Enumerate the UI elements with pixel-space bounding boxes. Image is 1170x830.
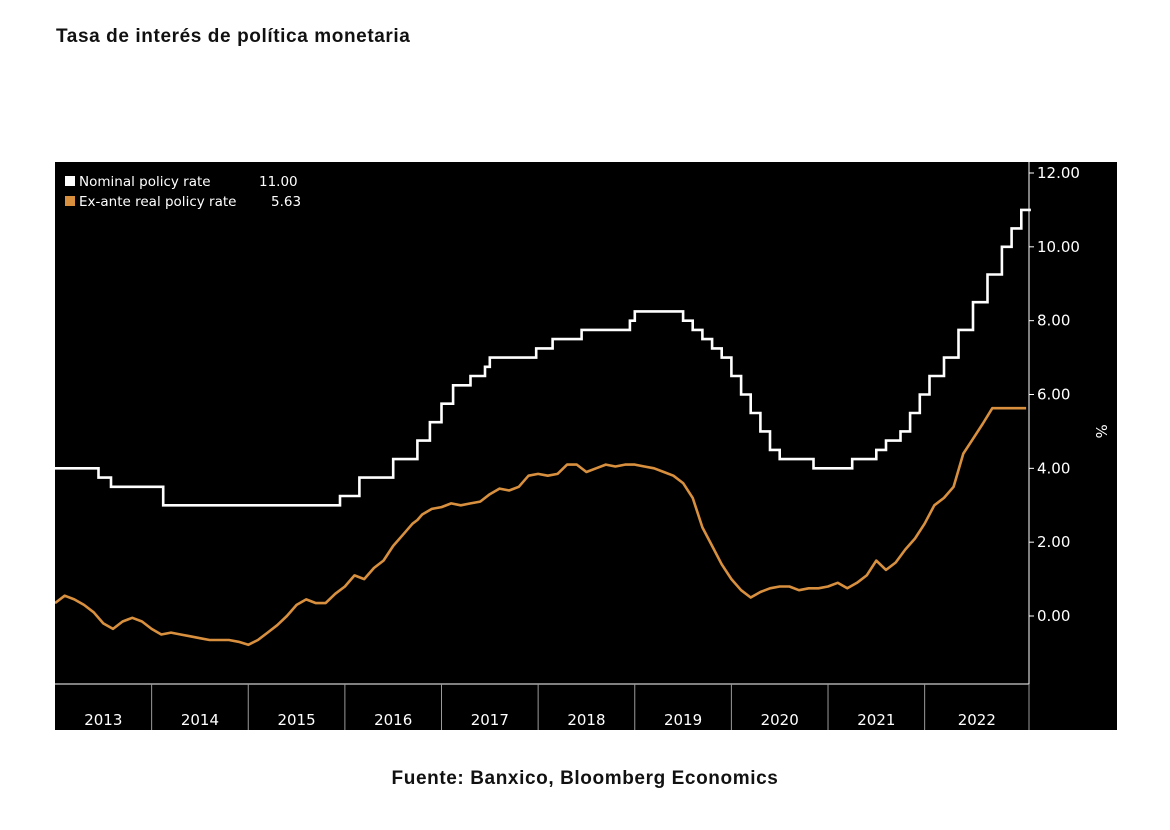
legend-swatch-real [65,196,75,206]
x-axis: 2013 2014 2015 2016 2017 2018 2019 2020 2021 2022 [55,683,1030,730]
y-tick-label: 12.00 [1037,164,1080,182]
legend-label-real: Ex-ante real policy rate [79,194,236,210]
legend-value-real: 5.63 [271,194,301,210]
x-tick-label: 2022 [958,711,996,729]
x-tick-label: 2016 [374,711,412,729]
chart-panel: 12.00 10.00 8.00 6.00 4.00 2.00 0.00% 2013 2014… [55,162,1117,730]
y-tick-label: 2.00 [1037,533,1070,551]
y-tick-label: 4.00 [1037,459,1070,477]
y-tick-label: 0.00 [1037,607,1070,625]
x-tick-label: 2015 [277,711,315,729]
y-tick-label: 8.00 [1037,312,1070,330]
x-tick-label: 2021 [857,711,895,729]
legend-swatch-nominal [65,176,75,186]
y-tick-label: 10.00 [1037,238,1080,256]
x-tick-label: 2014 [181,711,219,729]
chart-title: Tasa de interés de política monetaria [56,26,411,47]
source-note: Fuente: Banxico, Bloomberg Economics [391,768,779,789]
x-tick-label: 2013 [84,711,122,729]
legend: Nominal policy rate 11.00 Ex-ante real p… [65,174,301,210]
legend-label-nominal: Nominal policy rate [79,174,211,190]
y-axis: 12.00 10.00 8.00 6.00 4.00 2.00 0.00% [1028,162,1110,684]
legend-value-nominal: 11.00 [259,174,298,190]
y-tick-label: 6.00 [1037,386,1070,404]
series-line-nominal [55,208,1031,507]
x-tick-label: 2017 [471,711,509,729]
x-tick-label: 2018 [567,711,605,729]
x-tick-label: 2019 [664,711,702,729]
x-tick-label: 2020 [761,711,799,729]
series-layer [55,208,1031,647]
series-line-real [55,406,1027,647]
chart-svg: 12.00 10.00 8.00 6.00 4.00 2.00 0.00% 2013 2014… [55,162,1110,730]
y-axis-label: % [1092,424,1110,438]
